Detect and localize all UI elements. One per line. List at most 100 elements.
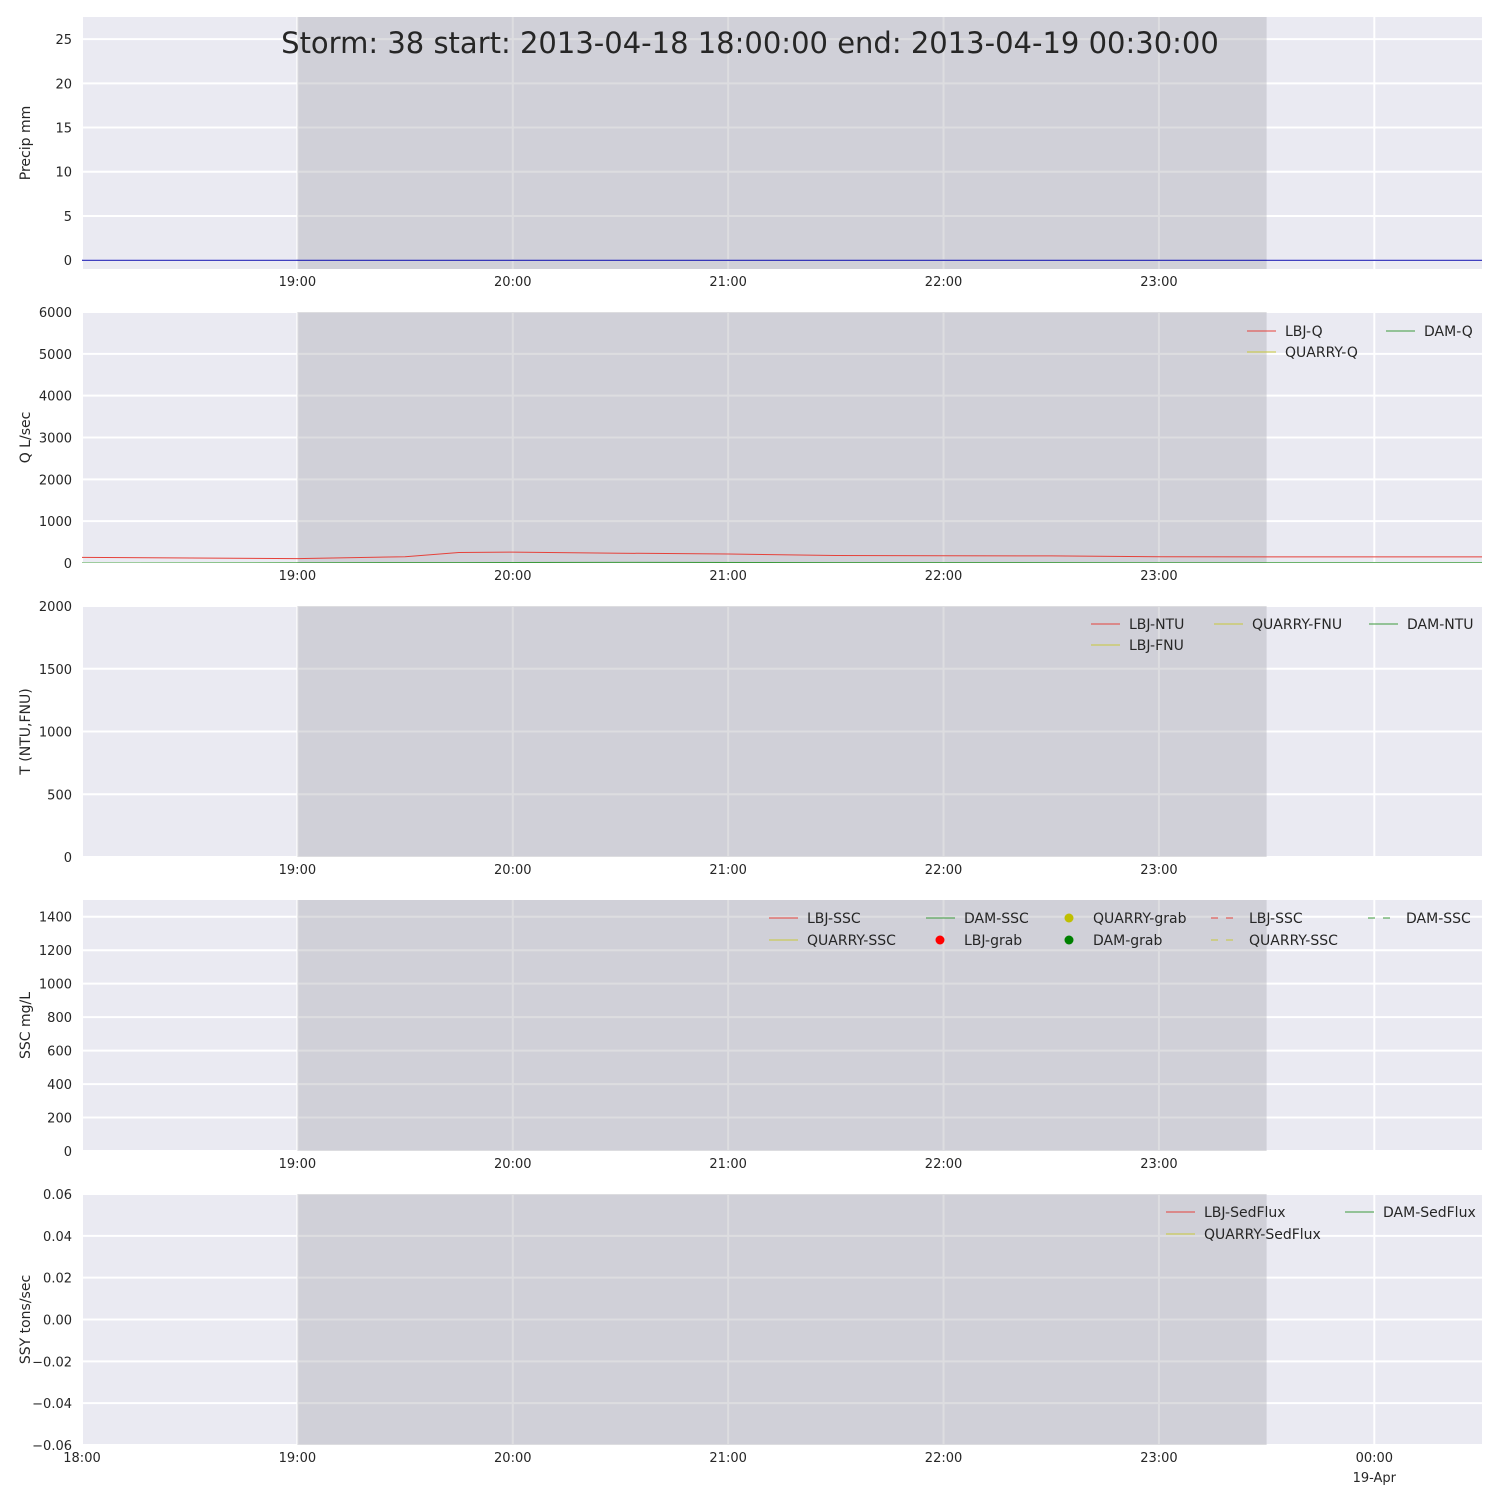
storm-shading — [297, 17, 1267, 269]
y-tick-label: 4000 — [39, 390, 72, 405]
x-tick-label: 20:00 — [494, 1157, 531, 1172]
legend-item: LBJ-Q — [1247, 324, 1323, 340]
x-tick-label: 19:00 — [279, 275, 316, 290]
x-tick-label: 21:00 — [709, 275, 746, 290]
legend-label: DAM-SedFlux — [1383, 1205, 1476, 1221]
y-axis-label: Precip mm — [18, 106, 34, 180]
y-tick-label: 0.04 — [43, 1230, 72, 1245]
panel-1: 0 5 10 15 20 25 Precip mm 19:00 20:00 21:00 22:00 2… — [18, 17, 1482, 290]
legend-item: DAM-SSC — [1368, 911, 1471, 927]
x-tick-label: 23:00 — [1140, 863, 1177, 878]
y-axis-label: T (NTU,FNU) — [18, 688, 34, 775]
legend-label: LBJ-SSC — [1249, 911, 1303, 927]
legend-item: LBJ-SSC — [769, 911, 861, 927]
legend-label: LBJ-grab — [964, 933, 1022, 949]
x-tick-label: 19:00 — [279, 569, 316, 584]
x-tick-label: 00:00 — [1356, 1451, 1393, 1466]
y-tick-label: 500 — [47, 788, 72, 803]
y-tick-label: 1500 — [39, 663, 72, 678]
legend-label: DAM-grab — [1093, 933, 1162, 949]
y-tick-label: 0 — [64, 1145, 72, 1160]
y-axis-label: SSC mg/L — [18, 992, 34, 1059]
y-tick-label: 0 — [64, 254, 72, 269]
y-tick-label: 0 — [64, 557, 72, 572]
y-tick-label: 1000 — [39, 978, 72, 993]
y-tick-label: 15 — [55, 122, 72, 137]
y-tick-label: 20 — [55, 77, 72, 92]
y-axis-label: Q L/sec — [18, 412, 34, 464]
y-tick-label: 10 — [55, 166, 72, 181]
storm-shading — [297, 606, 1267, 857]
legend-item: QUARRY-Q — [1247, 345, 1358, 361]
storm-shading — [297, 900, 1267, 1151]
legend-item: DAM-SSC — [926, 911, 1029, 927]
legend-item: LBJ-NTU — [1091, 617, 1184, 633]
legend-label: QUARRY-grab — [1093, 911, 1187, 927]
legend-item: LBJ-SSC — [1211, 911, 1303, 927]
figure-title: Storm: 38 start: 2013-04-18 18:00:00 end… — [281, 26, 1219, 60]
y-tick-label: 5000 — [39, 348, 72, 363]
y-tick-label: 0.02 — [43, 1272, 72, 1287]
x-tick-label: 21:00 — [709, 1157, 746, 1172]
y-tick-label: 1000 — [39, 726, 72, 741]
y-tick-label: 25 — [55, 33, 72, 48]
y-tick-label: 6000 — [39, 306, 72, 321]
y-tick-label: 5 — [64, 210, 72, 225]
legend-label: QUARRY-SedFlux — [1204, 1227, 1321, 1243]
x-tick-label: 22:00 — [925, 275, 962, 290]
legend-item: QUARRY-SSC — [769, 933, 896, 949]
legend-label: LBJ-Q — [1285, 324, 1323, 340]
storm-shading — [297, 312, 1267, 563]
y-tick-label: −0.06 — [32, 1439, 72, 1454]
y-tick-label: −0.02 — [32, 1355, 72, 1370]
legend-label: LBJ-NTU — [1129, 617, 1184, 633]
legend-label: QUARRY-SSC — [807, 933, 896, 949]
plot-background — [82, 17, 1482, 269]
x-tick-label: 21:00 — [709, 569, 746, 584]
legend-item: DAM-grab — [1064, 933, 1162, 949]
plot-background — [82, 900, 1482, 1151]
x-tick-label: 19:00 — [279, 1157, 316, 1172]
y-tick-label: 1200 — [39, 944, 72, 959]
legend-item: QUARRY-SedFlux — [1166, 1227, 1321, 1243]
legend-label: DAM-SSC — [964, 911, 1029, 927]
y-tick-label: 400 — [47, 1078, 72, 1093]
legend-item: QUARRY-grab — [1064, 911, 1187, 927]
y-tick-label: 1400 — [39, 911, 72, 926]
legend-dot-swatch — [1064, 913, 1074, 923]
y-tick-label: 1000 — [39, 515, 72, 530]
series-line-lbj-q — [82, 551, 1482, 560]
y-tick-label: 2000 — [39, 473, 72, 488]
x-tick-label: 22:00 — [925, 569, 962, 584]
x-tick-label: 22:00 — [925, 863, 962, 878]
x-tick-label: 23:00 — [1140, 569, 1177, 584]
legend-label: QUARRY-FNU — [1252, 617, 1342, 633]
legend-item: LBJ-SedFlux — [1166, 1205, 1286, 1221]
y-tick-label: 200 — [47, 1112, 72, 1127]
legend-label: QUARRY-Q — [1285, 345, 1358, 361]
legend-dot-swatch — [1064, 935, 1074, 945]
x-tick-label: 21:00 — [709, 863, 746, 878]
legend: LBJ-Q DAM-Q QUARRY-Q — [1247, 324, 1473, 361]
x-tick-label: 20:00 — [494, 275, 531, 290]
legend: LBJ-SedFlux DAM-SedFlux QUARRY-SedFlux — [1166, 1205, 1476, 1243]
x-tick-label: 19:00 — [279, 1451, 316, 1466]
panel-4: 0 200 400 600 800 1000 1200 1400 SSC mg/L 19:00 20… — [18, 900, 1482, 1172]
x-tick-label: 23:00 — [1140, 1157, 1177, 1172]
legend-label: LBJ-FNU — [1129, 638, 1184, 654]
panel-3: 0 500 1000 1500 2000 T (NTU,FNU) 19:00 20:00 21:… — [18, 600, 1482, 878]
y-tick-label: 0.00 — [43, 1314, 72, 1329]
legend: LBJ-NTU QUARRY-FNU DAM-NTU LBJ-FNU — [1091, 617, 1474, 654]
x-tick-label: 18:00 — [63, 1451, 100, 1466]
y-tick-label: 3000 — [39, 432, 72, 447]
x-tick-label: 19:00 — [279, 863, 316, 878]
legend-label: DAM-NTU — [1407, 617, 1474, 633]
x-tick-label: 20:00 — [494, 1451, 531, 1466]
legend-label: LBJ-SedFlux — [1204, 1205, 1286, 1221]
legend-item: QUARRY-SSC — [1211, 933, 1338, 949]
y-tick-label: 600 — [47, 1045, 72, 1060]
x-tick-label: 23:00 — [1140, 275, 1177, 290]
x-tick-label: 22:00 — [925, 1451, 962, 1466]
legend-label: LBJ-SSC — [807, 911, 861, 927]
